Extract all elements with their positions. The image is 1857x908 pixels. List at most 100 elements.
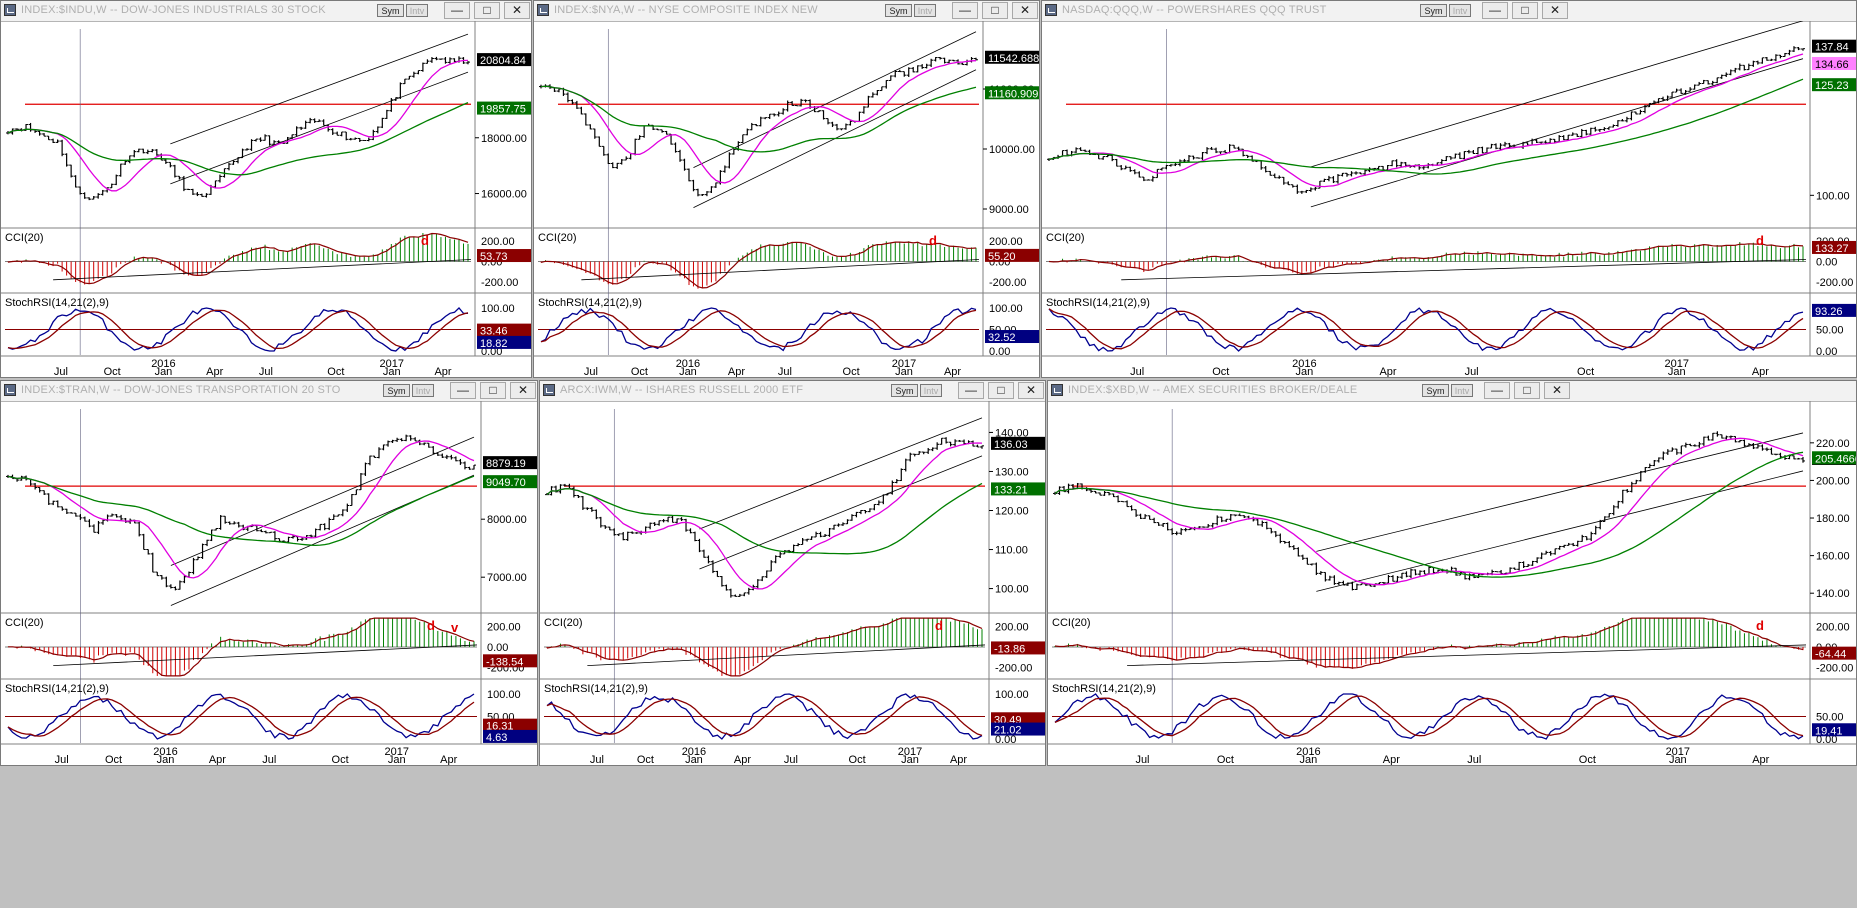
sym-button[interactable]: Sym <box>383 384 410 397</box>
window-title: INDEX:$XBD,W -- AMEX SECURITIES BROKER/D… <box>1068 384 1358 396</box>
ma-value-label: 19857.75 <box>480 104 526 116</box>
x-axis-month-label: Oct <box>849 754 866 765</box>
title-bar[interactable]: INDEX:$XBD,W -- AMEX SECURITIES BROKER/D… <box>1048 381 1856 402</box>
stochrsi-tick-label: 100.00 <box>487 689 521 701</box>
title-bar[interactable]: NASDAQ:QQQ,W -- POWERSHARES QQQ TRUST Sy… <box>1042 1 1856 22</box>
price-tick-label: 140.00 <box>1816 588 1850 600</box>
x-axis-year-label: 2017 <box>1665 358 1689 370</box>
cci-tick-label: 200.00 <box>481 236 515 248</box>
last-price-label: 8879.19 <box>486 458 526 470</box>
minimize-icon[interactable]: — <box>1484 382 1510 399</box>
x-axis-year-label: 2017 <box>898 746 922 758</box>
maximize-icon[interactable]: □ <box>1512 2 1538 19</box>
intv-button[interactable]: Intv <box>920 384 942 397</box>
ma-value-label: 205.4666 <box>1815 453 1857 465</box>
fast-ma-value-label: 134.66 <box>1815 59 1849 71</box>
stochrsi-fast-line <box>7 693 475 740</box>
close-icon[interactable]: ✕ <box>504 2 530 19</box>
cci-panel-label: CCI(20) <box>538 232 577 244</box>
stochrsi-slow-value-label-bg <box>991 712 1045 726</box>
stochrsi-value-label-bg <box>985 330 1039 344</box>
cci-tick-label: -200.00 <box>995 663 1032 675</box>
sym-button[interactable]: Sym <box>377 4 404 17</box>
last-price-label-bg <box>1812 39 1856 53</box>
close-icon[interactable]: ✕ <box>1012 2 1038 19</box>
cci-trend-line <box>587 644 986 666</box>
close-icon[interactable]: ✕ <box>510 382 536 399</box>
sym-button[interactable]: Sym <box>1422 384 1449 397</box>
stochrsi-tick-label: 50.00 <box>1816 712 1844 724</box>
chart-app-icon <box>4 4 16 16</box>
x-axis-month-label: Jan <box>685 754 703 765</box>
x-axis-month-label: Jul <box>262 754 276 765</box>
stochrsi-panel-label: StochRSI(14,21(2),9) <box>1052 683 1156 695</box>
cci-divergence-mark: d <box>1756 233 1764 248</box>
chart-canvas[interactable]: 9000.0010000.0011000.0011542.68811160.90… <box>534 21 1040 377</box>
minimize-icon[interactable]: — <box>958 382 984 399</box>
cci-line <box>540 241 977 289</box>
maximize-icon[interactable]: □ <box>982 2 1008 19</box>
chart-window-indu[interactable]: INDEX:$INDU,W -- DOW-JONES INDUSTRIALS 3… <box>0 0 532 378</box>
minimize-icon[interactable]: — <box>450 382 476 399</box>
close-icon[interactable]: ✕ <box>1544 382 1570 399</box>
chart-window-xbd[interactable]: INDEX:$XBD,W -- AMEX SECURITIES BROKER/D… <box>1047 380 1857 766</box>
minimize-icon[interactable]: — <box>444 2 470 19</box>
maximize-icon[interactable]: □ <box>988 382 1014 399</box>
chart-window-tran[interactable]: INDEX:$TRAN,W -- DOW-JONES TRANSPORTATIO… <box>0 380 538 766</box>
stochrsi-slow-line <box>1054 695 1804 738</box>
x-axis-month-label: Jul <box>778 366 792 377</box>
close-icon[interactable]: ✕ <box>1542 2 1568 19</box>
chart-window-nya[interactable]: INDEX:$NYA,W -- NYSE COMPOSITE INDEX NEW… <box>533 0 1040 378</box>
stochrsi-tick-label: 0.00 <box>989 346 1010 358</box>
sym-button[interactable]: Sym <box>885 4 912 17</box>
sym-button[interactable]: Sym <box>1420 4 1447 17</box>
cci-line <box>7 232 469 285</box>
cci-tick-label: 200.00 <box>487 621 521 633</box>
cci-tick-label: 200.00 <box>995 621 1029 633</box>
close-icon[interactable]: ✕ <box>1018 382 1044 399</box>
last-price-label: 11542.688 <box>988 53 1039 65</box>
x-axis-month-label: Oct <box>843 366 860 377</box>
minimize-icon[interactable]: — <box>952 2 978 19</box>
cci-value-label: 53.73 <box>480 251 508 263</box>
chart-canvas[interactable]: 100.00137.84125.23134.66CCI(20)200.000.0… <box>1042 21 1857 377</box>
chart-window-qqq[interactable]: NASDAQ:QQQ,W -- POWERSHARES QQQ TRUST Sy… <box>1041 0 1857 378</box>
intv-button[interactable]: Intv <box>406 4 428 17</box>
chart-canvas[interactable]: 7000.00 8000.00 8879.19 9049.70 CCI(20) 200.0… <box>1 401 538 765</box>
maximize-icon[interactable]: □ <box>474 2 500 19</box>
intv-button[interactable]: Intv <box>1451 384 1473 397</box>
title-bar[interactable]: INDEX:$NYA,W -- NYSE COMPOSITE INDEX NEW… <box>534 1 1039 22</box>
price-tick-label: 220.00 <box>1816 438 1850 450</box>
cci-tick-label: 200.00 <box>989 236 1023 248</box>
intv-button[interactable]: Intv <box>914 4 936 17</box>
chart-window-iwm[interactable]: ARCX:IWM,W -- ISHARES RUSSELL 2000 ETF S… <box>539 380 1046 766</box>
title-bar[interactable]: INDEX:$TRAN,W -- DOW-JONES TRANSPORTATIO… <box>1 381 537 402</box>
x-axis-month-label: Jul <box>54 366 68 377</box>
price-tick-label: 10000.00 <box>989 144 1035 156</box>
title-bar[interactable]: ARCX:IWM,W -- ISHARES RUSSELL 2000 ETF S… <box>540 381 1045 402</box>
minimize-icon[interactable]: — <box>1482 2 1508 19</box>
chart-canvas[interactable]: 140.00160.00180.00200.00220.00210.290520… <box>1048 401 1857 765</box>
x-axis-year-label: 2016 <box>682 746 706 758</box>
stochrsi-slow-line <box>7 696 475 737</box>
intv-button[interactable]: Intv <box>1449 4 1471 17</box>
chart-canvas[interactable]: 16000.00 18000.00 20804.84 19857.75 CCI(20) 2… <box>1 21 532 377</box>
sym-button[interactable]: Sym <box>891 384 918 397</box>
x-axis-year-label: 2016 <box>151 358 175 370</box>
stochrsi-value-label-bg <box>483 729 537 743</box>
x-axis-month-label: Jan <box>1299 754 1317 765</box>
stochrsi-fast-line <box>546 693 983 740</box>
price-tick-label: 130.00 <box>995 466 1029 478</box>
x-axis-month-label: Jul <box>784 754 798 765</box>
x-axis-month-label: Apr <box>944 366 961 377</box>
stochrsi-tick-label: 100.00 <box>995 689 1029 701</box>
window-title: NASDAQ:QQQ,W -- POWERSHARES QQQ TRUST <box>1062 4 1327 16</box>
maximize-icon[interactable]: □ <box>1514 382 1540 399</box>
stochrsi-slow-value-label: 16.31 <box>486 721 514 733</box>
title-bar[interactable]: INDEX:$INDU,W -- DOW-JONES INDUSTRIALS 3… <box>1 1 531 22</box>
cci-panel-label: CCI(20) <box>5 232 44 244</box>
maximize-icon[interactable]: □ <box>480 382 506 399</box>
fast-moving-average <box>1048 53 1804 188</box>
intv-button[interactable]: Intv <box>412 384 434 397</box>
